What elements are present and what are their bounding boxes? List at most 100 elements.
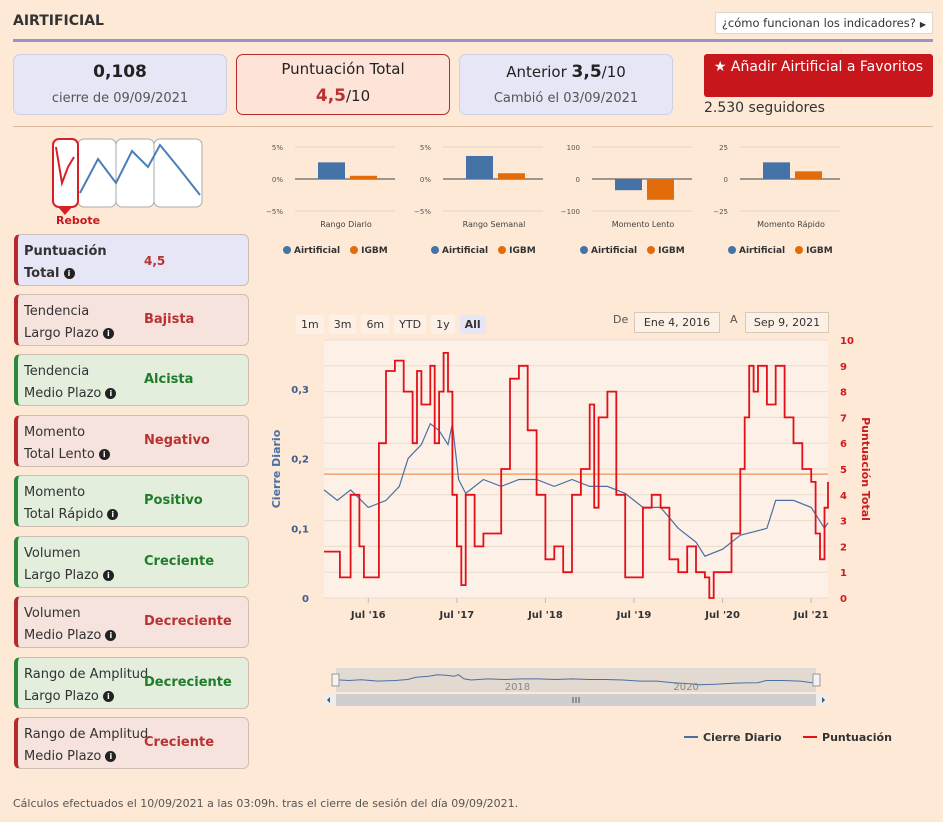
to-date-input[interactable]: Sep 9, 2021 [745,312,829,333]
x-tick-label: Jul '18 [527,610,563,621]
mini-legend: Airtificial IGBM [728,246,833,256]
legend-item[interactable]: IGBM [350,246,388,256]
info-icon[interactable]: i [105,388,117,399]
bar [763,162,790,179]
rebote-signal-icon [52,138,203,215]
signal-label: Rebote [56,214,101,227]
axis-label: Momento Rápido [757,220,825,229]
score-line: 4,5/10 [237,86,449,106]
legend-item[interactable]: Airtificial [728,246,785,256]
mini-bar-chart: 5% 0% −5% Rango Diario [266,144,395,229]
bar [318,162,345,179]
indicator-card: Rango de Amplitud Largo Plazo i Decreciente [14,657,249,709]
left-tick-label: 0,2 [291,455,309,466]
from-date-input[interactable]: Ene 4, 2016 [634,312,720,333]
legend-item-cierre[interactable]: Cierre Diario [684,731,782,744]
right-tick-label: 0 [840,594,847,605]
bar [350,175,377,179]
indicator-name-line2: Total Rápido [24,507,104,522]
legend-item[interactable]: Airtificial [580,246,637,256]
indicator-value: Creciente [144,554,215,569]
tick-label: 100 [567,144,580,152]
navigator-handle-right[interactable] [812,673,821,687]
right-tick-label: 7 [840,413,847,424]
axis-label: Rango Semanal [463,220,526,229]
tick-label: 0 [724,176,728,184]
indicator-name-line1: Puntuación [24,244,107,259]
legend-label: Airtificial [739,246,786,256]
indicator-card: Volumen Largo Plazo i Creciente [14,536,249,588]
mini-bar-chart: 5% 0% −5% Rango Semanal [414,144,543,229]
price-card: 0,108 cierre de 09/09/2021 [13,54,227,115]
score-value: 4,5 [315,86,346,106]
indicator-value: Decreciente [144,614,232,629]
info-icon[interactable]: i [107,509,119,520]
x-tick-label: Jul '19 [616,610,652,621]
indicator-name-line2: Largo Plazo [24,689,99,704]
tick-label: 0% [272,176,283,184]
from-label: De [613,313,629,326]
legend-item[interactable]: IGBM [795,246,833,256]
previous-card: Anterior 3,5/10 Cambió el 03/09/2021 [459,54,673,115]
navigator-window[interactable] [336,668,816,692]
legend-label: Airtificial [591,246,638,256]
info-icon[interactable]: i [102,691,114,702]
range-button[interactable]: 1m [296,315,324,334]
tick-label: −25 [713,208,728,216]
navigator-label: 2018 [505,682,530,693]
legend-item[interactable]: IGBM [498,246,536,256]
info-icon[interactable]: i [98,449,110,460]
indicator-name-line1: Tendencia [24,304,90,319]
legend-label: Airtificial [294,246,341,256]
range-button[interactable]: All [459,315,486,334]
range-button[interactable]: YTD [394,315,427,334]
legend-item[interactable]: Airtificial [431,246,488,256]
range-button[interactable]: 1y [431,315,455,334]
main-legend: Cierre Diario Puntuación [684,731,892,744]
scroll-left-icon[interactable] [327,697,330,703]
info-icon[interactable]: i [102,328,114,339]
indicator-name: Puntuación Total i [24,241,154,285]
legend-label: IGBM [361,246,388,256]
divider [13,126,933,127]
legend-dot [580,246,588,254]
indicator-card: Tendencia Largo Plazo i Bajista [14,294,249,346]
range-button[interactable]: 3m [328,315,357,334]
info-icon[interactable]: i [105,630,117,641]
info-icon[interactable]: i [105,751,117,762]
tick-label: 25 [719,144,728,152]
add-favorite-button[interactable]: ★ Añadir Airtificial a Favoritos [704,54,933,97]
scroll-right-icon[interactable] [822,697,825,703]
right-tick-label: 8 [840,388,847,399]
previous-of: /10 [601,63,626,81]
legend-item-puntuacion[interactable]: Puntuación [803,731,892,744]
indicator-card: Volumen Medio Plazo i Decreciente [14,596,249,648]
legend-item[interactable]: Airtificial [283,246,340,256]
caret-right-icon: ▶ [919,20,926,29]
followers-count: 2.530 seguidores [704,100,825,116]
main-chart: 0 1 2 3 4 5 6 7 8 9 10 0 0,1 0,2 0,3 Jul '16 Jul '17 Jul … [270,336,872,706]
legend-item[interactable]: IGBM [647,246,685,256]
indicator-card: Momento Total Lento i Negativo [14,415,249,467]
indicator-card: Rango de Amplitud Medio Plazo i Creciente [14,717,249,769]
info-icon[interactable]: i [102,570,114,581]
range-button[interactable]: 6m [361,315,390,334]
navigator-handle-left[interactable] [331,673,340,687]
x-tick-label: Jul '20 [704,610,740,621]
indicator-name-line1: Rango de Amplitud [24,727,149,742]
indicator-name-line2: Largo Plazo [24,326,99,341]
legend-label: IGBM [806,246,833,256]
left-tick-label: 0 [302,594,309,605]
mini-legend: Airtificial IGBM [580,246,685,256]
bar [795,171,822,179]
footnote: Cálculos efectuados el 10/09/2021 a las … [13,797,519,810]
tick-label: 0 [576,176,580,184]
info-icon[interactable]: i [63,268,75,279]
tick-label: 0% [420,176,431,184]
mini-bar-chart: 25 0 −25 Momento Rápido [713,144,840,229]
scroll-grip-icon [572,697,580,703]
legend-label: IGBM [509,246,536,256]
mini-legend: Airtificial IGBM [431,246,536,256]
legend-dot [498,246,507,254]
how-indicators-link[interactable]: ¿cómo funcionan los indicadores? ▶ [714,12,933,34]
